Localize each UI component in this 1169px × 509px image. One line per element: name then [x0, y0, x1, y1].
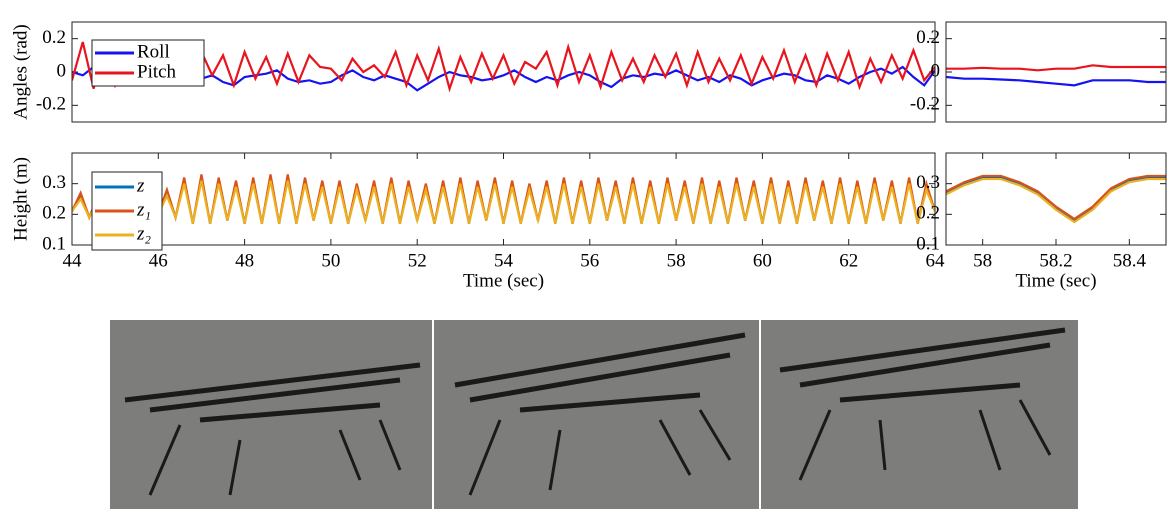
legend-label: z₁: [136, 199, 151, 220]
x-tick-label: 44: [63, 250, 83, 271]
robot-frame: [124, 362, 421, 423]
y-tick-label: 0.1: [42, 233, 66, 254]
robot-frame: [779, 327, 1066, 403]
plot-area: [946, 153, 1166, 245]
x-tick-label: 58: [667, 250, 686, 271]
x-tick-label: 64: [926, 250, 946, 271]
x-tick-label: 60: [753, 250, 772, 271]
legend-box: [91, 39, 205, 87]
series-line: [72, 180, 935, 225]
legend-label: Roll: [137, 41, 170, 62]
x-tick-label: 58.2: [1039, 250, 1072, 271]
x-axis-label: Time (sec): [463, 270, 544, 291]
series-line: [946, 174, 1166, 221]
axes-frame: [71, 21, 936, 123]
y-tick-label: 0.2: [42, 27, 66, 48]
plot-area: [72, 153, 935, 245]
axes-frame: [945, 21, 1167, 123]
series-line: [946, 75, 1166, 87]
x-tick-label: 50: [321, 250, 340, 271]
legend-label: z: [136, 175, 145, 196]
x-tick-label: 56: [580, 250, 599, 271]
plot-area: [946, 22, 1166, 122]
chart: 0.1 0.2 0.3 44 46 48 50 52 54 56 58 60 62 64 Height (m…: [10, 152, 946, 291]
x-tick-label: 62: [839, 250, 858, 271]
x-tick-label: 58: [973, 250, 992, 271]
y-axis-label: Angles (rad): [10, 24, 31, 120]
robot-sketch: [124, 327, 1066, 496]
y-tick-label: 0: [931, 60, 941, 81]
axes-frame: [945, 152, 1167, 246]
y-tick-label: 0.3: [916, 172, 940, 193]
chart: 0.1 0.2 0.3 58 58.2 58.4 Time (sec): [916, 152, 1167, 291]
y-tick-label: 0.2: [916, 203, 940, 224]
legend-label: z₂: [136, 223, 151, 244]
x-tick-label: 46: [149, 250, 168, 271]
series-line: [72, 41, 935, 93]
y-tick-label: 0.2: [42, 203, 66, 224]
series-line: [946, 176, 1166, 222]
y-tick-label: 0.3: [42, 172, 66, 193]
x-tick-label: 52: [408, 250, 427, 271]
x-tick-label: 58.4: [1113, 250, 1147, 271]
robot-legs: [798, 399, 1052, 481]
y-tick-label: 0.2: [916, 27, 940, 48]
y-tick-label: -0.2: [910, 94, 940, 115]
robot-frame: [454, 332, 746, 413]
x-axis-label: Time (sec): [1015, 270, 1096, 291]
photos: [110, 320, 1078, 509]
chart: -0.2 0 0.2: [910, 21, 1167, 123]
series-line: [946, 64, 1166, 72]
x-tick-label: 48: [235, 250, 254, 271]
y-tick-label: -0.2: [36, 94, 66, 115]
axes-frame: [71, 152, 936, 246]
y-tick-label: 0: [57, 60, 67, 81]
robot-legs: [148, 419, 402, 496]
legend-label: Pitch: [137, 61, 177, 82]
robot-legs: [468, 409, 732, 496]
series-line: [946, 177, 1166, 224]
y-axis-label: Height (m): [10, 157, 31, 241]
y-tick-label: 0.1: [916, 233, 940, 254]
x-tick-label: 54: [494, 250, 514, 271]
